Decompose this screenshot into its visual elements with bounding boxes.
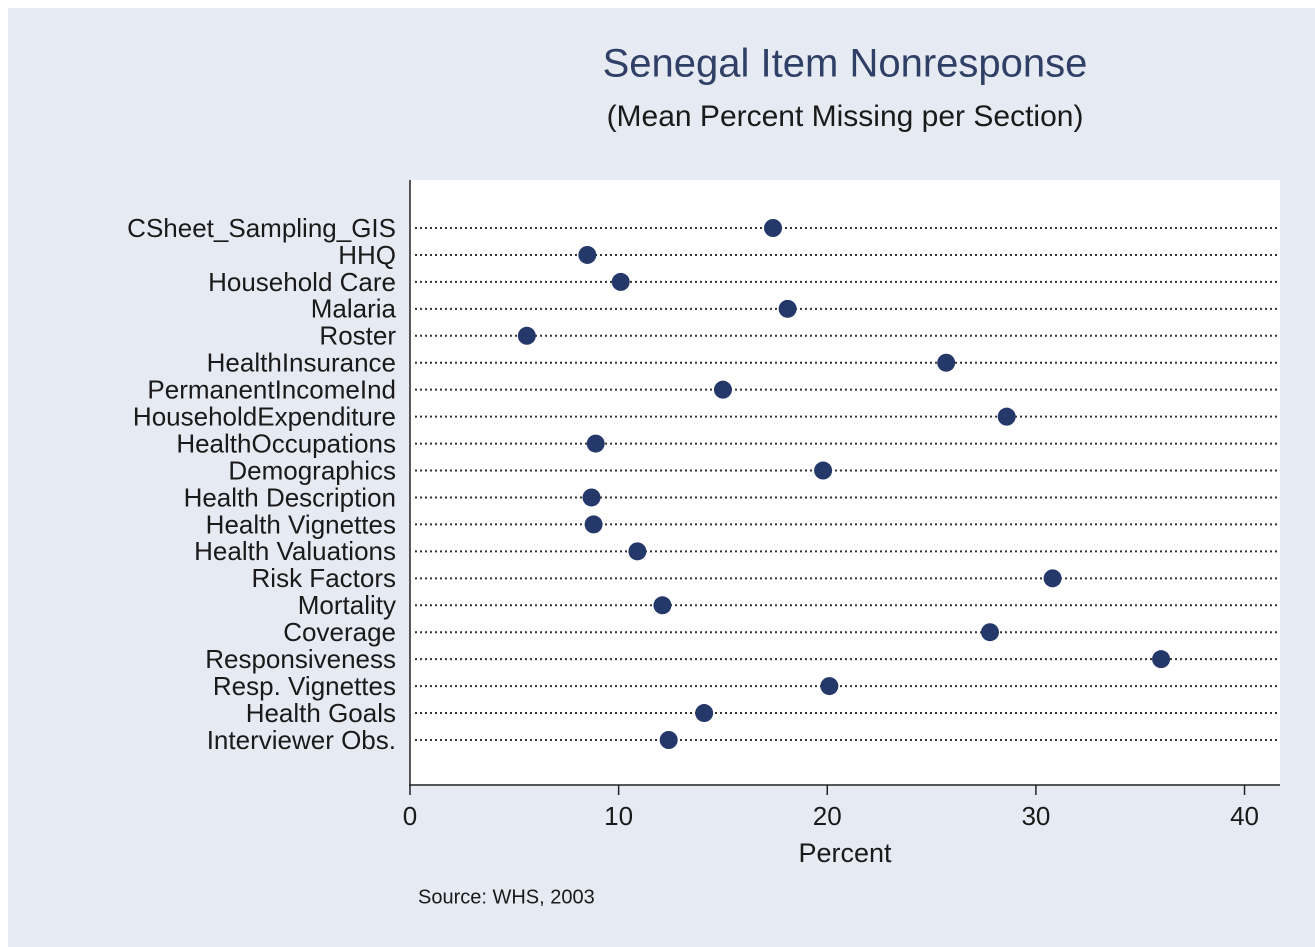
chart-title: Senegal Item Nonresponse <box>603 42 1088 86</box>
dot <box>584 515 603 534</box>
source-note: Source: WHS, 2003 <box>418 886 595 908</box>
y-tick-label: CSheet_Sampling_GIS <box>127 213 396 243</box>
dot <box>937 353 956 372</box>
y-tick-label: Health Description <box>184 482 396 512</box>
dot <box>517 326 536 345</box>
chart-subtitle: (Mean Percent Missing per Section) <box>607 100 1084 133</box>
dot <box>611 272 630 291</box>
y-tick-label: Demographics <box>228 455 396 485</box>
dot <box>778 299 797 318</box>
dot <box>814 461 833 480</box>
dot <box>1043 569 1062 588</box>
y-tick-label: Risk Factors <box>252 563 396 593</box>
dot <box>628 542 647 561</box>
y-tick-label: HouseholdExpenditure <box>133 402 396 432</box>
dot <box>1152 650 1171 669</box>
y-tick-label: Roster <box>319 321 396 351</box>
plot-area <box>410 180 1280 785</box>
x-tick-label: 0 <box>403 801 417 831</box>
dot <box>820 677 839 696</box>
y-tick-label: HHQ <box>338 240 396 270</box>
x-axis-label: Percent <box>798 838 892 868</box>
dot <box>659 731 678 749</box>
dot <box>695 704 714 723</box>
x-tick-label: 30 <box>1021 801 1050 831</box>
x-tick-label: 40 <box>1230 801 1259 831</box>
y-tick-label: Mortality <box>298 590 396 620</box>
x-tick-label: 10 <box>604 801 633 831</box>
y-tick-label: Interviewer Obs. <box>207 725 396 755</box>
dot <box>713 380 732 399</box>
dot <box>764 219 783 237</box>
dot <box>578 245 597 264</box>
y-tick-label: Health Vignettes <box>206 509 396 539</box>
dot <box>582 488 601 507</box>
y-tick-label: PermanentIncomeInd <box>147 375 396 405</box>
y-tick-label: HealthInsurance <box>207 348 396 378</box>
dot <box>981 623 999 642</box>
y-tick-label: Resp. Vignettes <box>213 671 396 701</box>
dot <box>586 434 605 453</box>
dot <box>997 407 1016 426</box>
dot <box>653 596 672 615</box>
y-tick-label: Responsiveness <box>205 644 396 674</box>
y-tick-label: Malaria <box>311 294 397 324</box>
y-tick-label: Coverage <box>283 617 396 647</box>
y-tick-label: HealthOccupations <box>176 428 396 458</box>
y-tick-label: Health Goals <box>246 698 396 728</box>
y-tick-label: Household Care <box>208 267 396 297</box>
x-tick-label: 20 <box>813 801 842 831</box>
y-tick-label: Health Valuations <box>194 536 396 566</box>
